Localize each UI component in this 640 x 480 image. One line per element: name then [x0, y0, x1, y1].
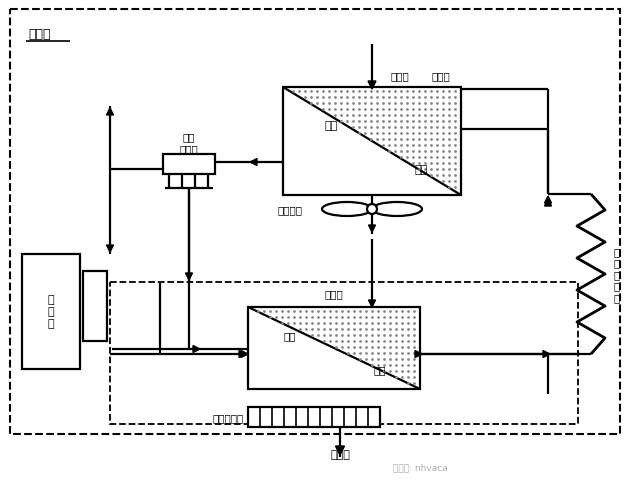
Text: 电磁
四通阀: 电磁 四通阀: [180, 132, 198, 154]
Text: 冷凝器: 冷凝器: [431, 71, 451, 81]
Polygon shape: [106, 109, 113, 116]
Text: 微信号: nhvaca: 微信号: nhvaca: [392, 463, 447, 471]
Polygon shape: [250, 159, 257, 166]
Text: 液体: 液体: [374, 364, 387, 374]
Polygon shape: [186, 274, 193, 280]
Bar: [22, 254, 80, 369]
Bar: [248, 407, 380, 427]
Text: 制
热
毛
细
管: 制 热 毛 细 管: [614, 246, 620, 302]
Text: 液体: 液体: [414, 165, 428, 175]
Polygon shape: [368, 82, 376, 90]
Bar: [283, 88, 461, 195]
Bar: [110, 282, 578, 424]
Polygon shape: [239, 351, 246, 358]
Polygon shape: [415, 351, 422, 358]
Text: 蒸发器: 蒸发器: [324, 288, 344, 299]
Polygon shape: [241, 351, 248, 358]
Polygon shape: [369, 300, 376, 307]
Ellipse shape: [367, 204, 377, 215]
Polygon shape: [193, 346, 200, 353]
Polygon shape: [369, 226, 376, 232]
Bar: [248, 307, 420, 389]
Polygon shape: [545, 197, 552, 204]
Text: 室外机: 室外机: [28, 28, 51, 41]
Text: 强制风机: 强制风机: [277, 204, 302, 215]
Ellipse shape: [372, 203, 422, 216]
Polygon shape: [543, 351, 550, 358]
Text: 储液器: 储液器: [390, 71, 410, 81]
Text: 室内机: 室内机: [330, 449, 350, 459]
Bar: [163, 155, 215, 175]
Text: 气体: 气体: [284, 330, 296, 340]
Bar: [10, 10, 620, 434]
Text: 压
缩
机: 压 缩 机: [48, 295, 54, 328]
Text: 气体: 气体: [324, 121, 338, 131]
Text: 贯流风机口: 贯流风机口: [212, 412, 244, 422]
Polygon shape: [335, 446, 344, 455]
Ellipse shape: [322, 203, 372, 216]
Polygon shape: [106, 245, 113, 252]
Polygon shape: [545, 200, 552, 206]
Bar: [83, 271, 107, 341]
